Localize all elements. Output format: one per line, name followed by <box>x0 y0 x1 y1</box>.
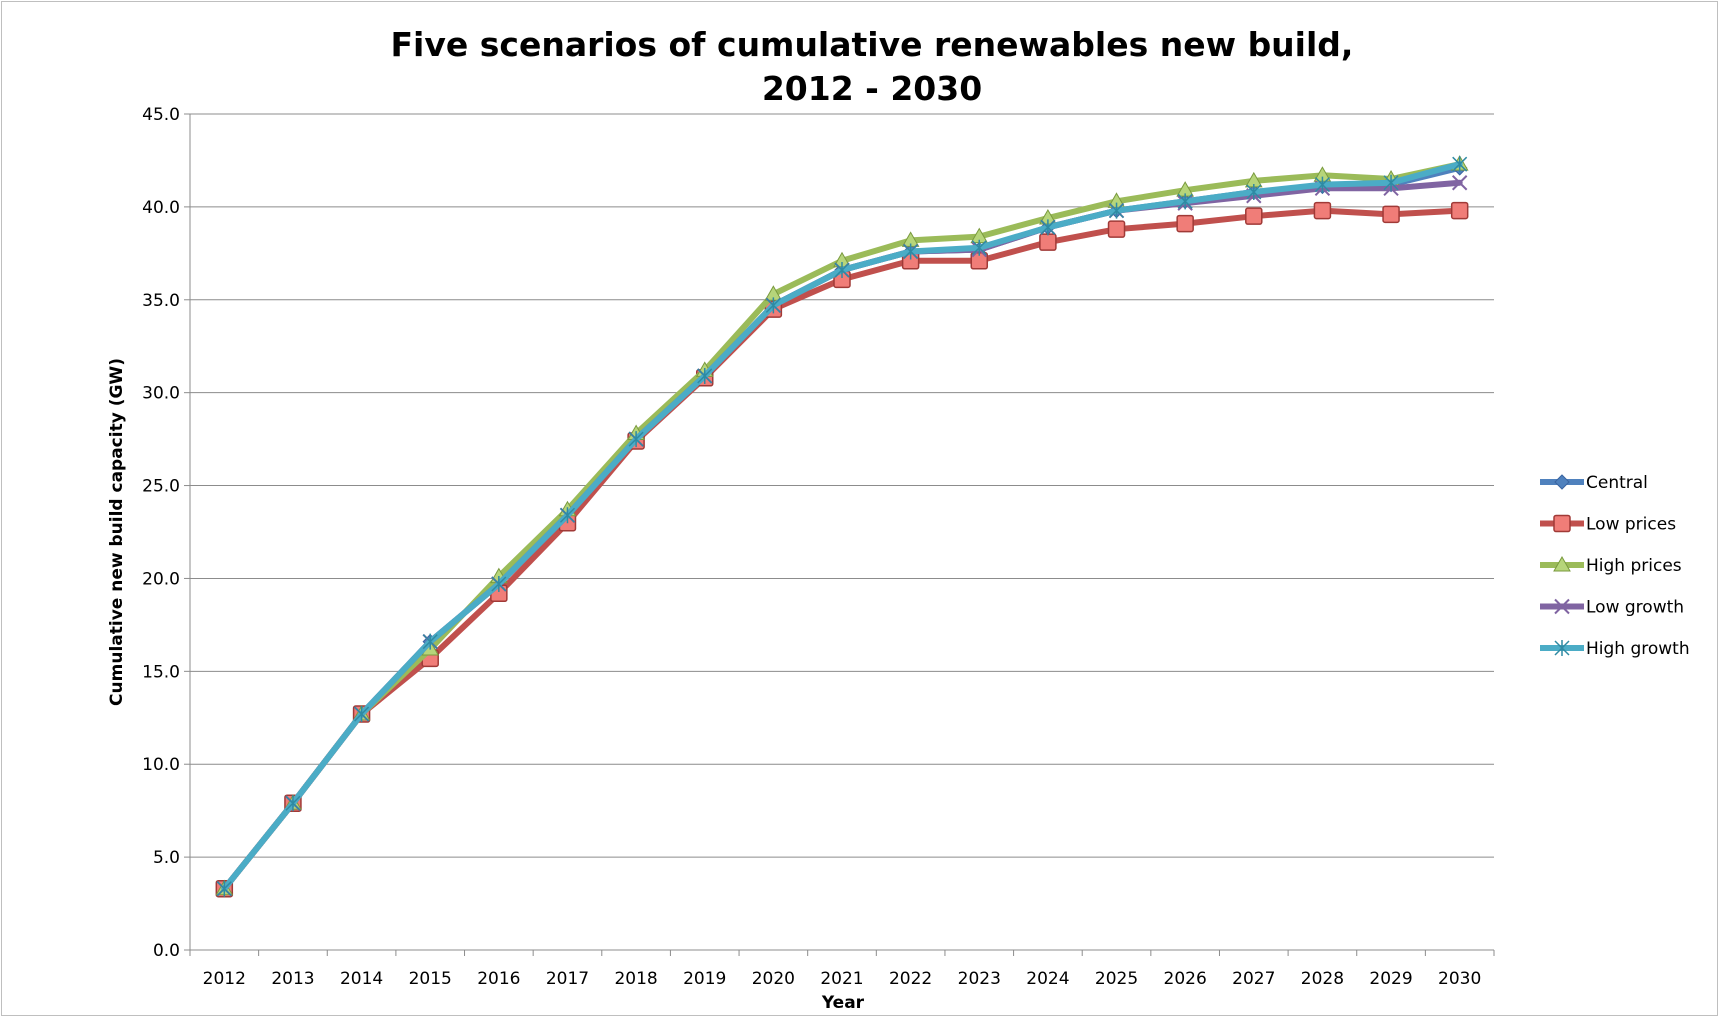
y-axis-title: Cumulative new build capacity (GW) <box>107 358 127 706</box>
data-point <box>1452 156 1468 173</box>
y-tick-label: 5.0 <box>153 848 180 868</box>
legend-item: Low growth <box>1540 598 1684 618</box>
legend-label: High prices <box>1586 556 1682 576</box>
data-point <box>1108 202 1125 219</box>
data-point <box>1039 233 1057 251</box>
data-point <box>491 576 507 593</box>
data-point <box>1314 176 1330 193</box>
data-point <box>216 880 232 897</box>
y-tick-label: 20.0 <box>142 569 180 589</box>
y-tick-label: 40.0 <box>142 198 180 218</box>
series-line <box>221 179 1463 892</box>
legend-item: Central <box>1540 473 1648 493</box>
data-point <box>1382 205 1400 224</box>
x-tick-label: 2027 <box>1232 969 1275 989</box>
y-axis-tick-labels: 0.0 5.0 10.0 15.0 20.0 25.0 30.0 35.0 40.0 45.0 <box>142 105 180 961</box>
chart-title-line1: Five scenarios of cumulative renewables … <box>391 25 1354 64</box>
gridlines <box>190 113 1494 858</box>
y-tick-label: 25.0 <box>142 477 180 497</box>
data-point <box>1177 193 1193 210</box>
legend-marker <box>1554 598 1570 615</box>
x-tick-label: 2017 <box>546 969 589 989</box>
data-point <box>1450 201 1469 220</box>
legend-label: Low prices <box>1586 515 1676 535</box>
x-tick-label: 2013 <box>271 969 314 989</box>
data-point <box>1040 219 1056 236</box>
legend-item: High growth <box>1540 639 1690 659</box>
x-tick-label: 2030 <box>1438 969 1481 989</box>
legend-marker <box>1554 474 1570 490</box>
data-point <box>903 243 919 260</box>
x-tick-label: 2018 <box>614 969 657 989</box>
data-point <box>834 262 850 279</box>
data-point <box>628 431 644 448</box>
legend-marker <box>1553 514 1571 533</box>
x-axis-title: Year <box>821 993 865 1013</box>
x-tick-label: 2025 <box>1095 969 1138 989</box>
series-high-growth <box>216 156 1468 897</box>
legend-marker <box>1553 555 1571 572</box>
data-point <box>285 795 301 812</box>
x-tick-label: 2021 <box>820 969 863 989</box>
chart-title-line2: 2012 - 2030 <box>762 69 982 108</box>
series-lines <box>215 155 1469 898</box>
data-point <box>1313 201 1332 220</box>
data-point <box>765 297 781 314</box>
x-tick-label: 2016 <box>477 969 520 989</box>
data-point <box>354 706 370 723</box>
legend-item: High prices <box>1540 555 1682 576</box>
legend-label: Central <box>1586 473 1648 493</box>
x-tick-label: 2019 <box>683 969 726 989</box>
x-tick-label: 2023 <box>958 969 1001 989</box>
legend-marker <box>1554 640 1570 656</box>
data-point <box>422 633 438 650</box>
x-tick-label: 2022 <box>889 969 932 989</box>
legend-label: Low growth <box>1586 598 1684 618</box>
x-tick-label: 2026 <box>1164 969 1207 989</box>
x-tick-label: 2012 <box>203 969 246 989</box>
y-tick-label: 15.0 <box>142 662 180 682</box>
x-tick-label: 2028 <box>1301 969 1344 989</box>
y-tick-label: 30.0 <box>142 384 180 404</box>
x-axis-tick-labels: 2012 2013 2014 2015 2016 2017 2018 2019 2020 2021… <box>203 969 1482 989</box>
axes <box>184 113 1495 956</box>
data-point <box>1383 174 1399 191</box>
data-point <box>1451 175 1468 191</box>
legend-item: Low prices <box>1540 515 1676 535</box>
data-point <box>1245 207 1263 225</box>
x-tick-label: 2015 <box>409 969 452 989</box>
y-tick-label: 10.0 <box>142 755 180 775</box>
data-point <box>1176 214 1194 233</box>
y-tick-label: 0.0 <box>153 941 180 961</box>
data-point <box>1246 184 1262 201</box>
series-line <box>221 207 1463 892</box>
x-tick-label: 2020 <box>752 969 795 989</box>
data-point <box>697 367 713 384</box>
x-tick-label: 2029 <box>1369 969 1412 989</box>
y-tick-label: 35.0 <box>142 291 180 311</box>
x-tick-label: 2014 <box>340 969 383 989</box>
data-point <box>559 507 576 524</box>
legend: Central Low prices High prices Low growth Hi… <box>1540 473 1690 659</box>
y-tick-label: 45.0 <box>142 105 180 125</box>
series-low-prices <box>215 201 1469 898</box>
x-tick-label: 2024 <box>1026 969 1069 989</box>
legend-label: High growth <box>1586 639 1690 659</box>
data-point <box>971 239 987 256</box>
data-point <box>1107 220 1126 238</box>
